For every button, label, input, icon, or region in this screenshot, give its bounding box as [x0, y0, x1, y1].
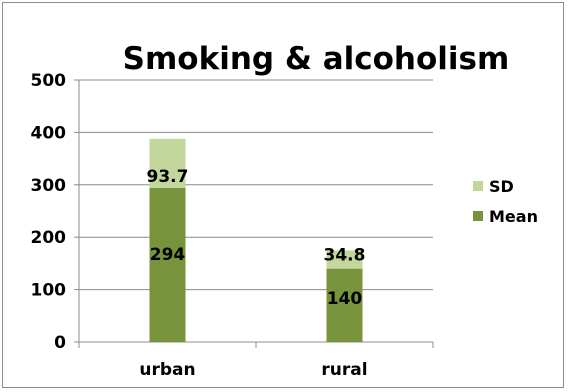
x-tick-label: urban	[139, 360, 195, 380]
chart-frame: Smoking & alcoholism 0 100 200 300 400 500 urb…	[2, 2, 564, 388]
data-label-sd: 34.8	[324, 246, 366, 266]
legend-swatch-sd	[473, 181, 483, 191]
legend-label-mean: Mean	[489, 207, 538, 226]
chart-title: Smoking & alcoholism	[123, 41, 510, 77]
axes: 0 100 200 300 400 500 urban rural	[31, 71, 434, 380]
bar-sd-rural	[326, 250, 363, 269]
data-labels: 294 93.7 140 34.8	[147, 167, 366, 309]
bars	[149, 138, 363, 342]
data-label-sd: 93.7	[147, 167, 189, 187]
y-tick-label: 200	[31, 228, 67, 248]
legend-swatch-mean	[473, 211, 483, 221]
legend-label-sd: SD	[489, 177, 514, 196]
x-tick-label: rural	[321, 360, 367, 380]
y-tick-label: 500	[31, 71, 67, 91]
chart-svg: Smoking & alcoholism 0 100 200 300 400 500 urb…	[31, 41, 538, 380]
y-tick-label: 300	[31, 176, 67, 196]
data-label-mean: 140	[327, 289, 363, 309]
bar-sd-urban	[149, 138, 186, 188]
legend: SD Mean	[473, 177, 538, 226]
y-tick-label: 0	[54, 333, 66, 353]
y-tick-label: 100	[31, 281, 67, 301]
gridlines	[79, 79, 433, 291]
bar-mean-rural	[326, 268, 363, 342]
data-label-mean: 294	[150, 245, 186, 265]
bar-mean-urban	[149, 187, 186, 342]
y-tick-label: 400	[31, 123, 67, 143]
